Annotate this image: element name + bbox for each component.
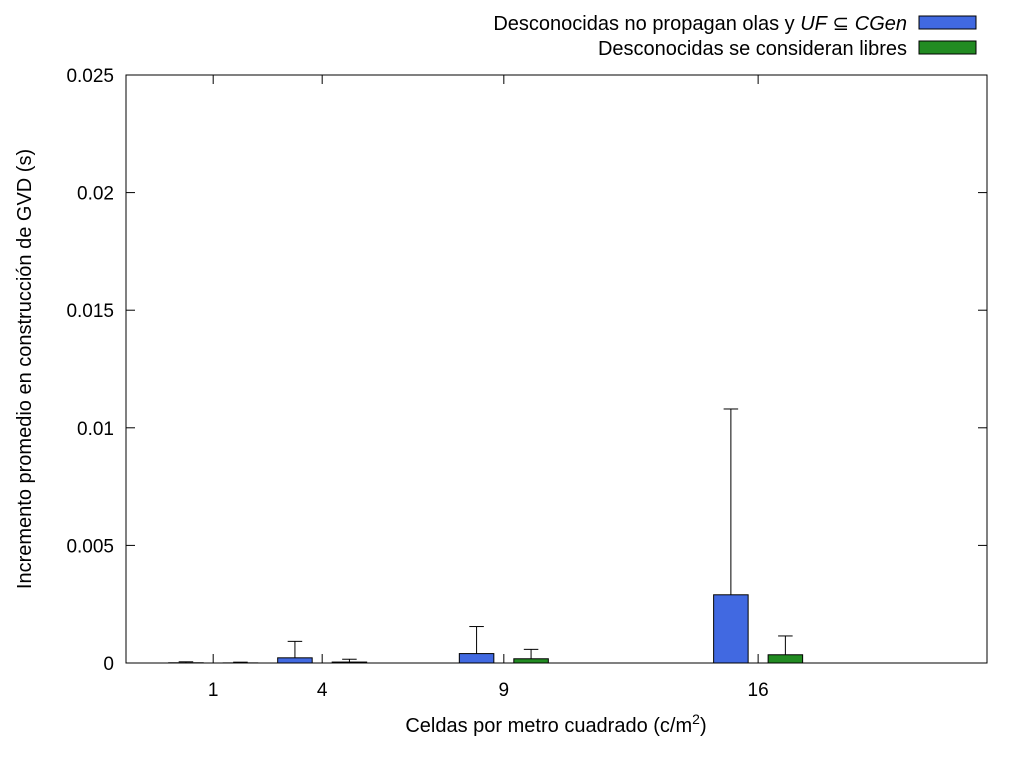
x-tick-label: 4: [317, 680, 328, 701]
y-tick-label: 0.015: [66, 301, 114, 322]
y-tick-label: 0.005: [66, 536, 114, 557]
bar-series-2: [767, 654, 804, 664]
x-tick-label: 16: [748, 680, 769, 701]
plot-frame: [125, 74, 988, 664]
legend-label-series-1: Desconocidas no propagan olas y UF ⊆ CGe…: [493, 13, 907, 35]
y-tick-label: 0.025: [66, 66, 114, 87]
y-tick-label: 0: [103, 654, 114, 675]
y-axis: 0 0.005 0.01 0.015 0.02 0.025: [66, 66, 987, 675]
bar-series-1: [458, 653, 495, 664]
x-tick-label: 9: [499, 680, 510, 701]
y-axis-title: Incremento promedio en construcción de G…: [14, 149, 36, 589]
bar-series-1: [713, 594, 749, 664]
x-axis: 1 4 9 16: [208, 75, 769, 701]
legend-swatch-series-1: [918, 15, 977, 30]
y-tick-label: 0.02: [77, 184, 114, 205]
legend-swatch-series-2: [918, 40, 977, 55]
y-tick-label: 0.01: [77, 419, 114, 440]
x-axis-title: Celdas por metro cuadrado (c/m2): [405, 711, 706, 737]
bars: [168, 408, 804, 664]
bar-series-1: [277, 657, 313, 664]
legend-label-series-2: Desconocidas se consideran libres: [598, 38, 907, 60]
x-tick-label: 1: [208, 680, 219, 701]
bar-series-2: [513, 658, 549, 664]
legend: Desconocidas no propagan olas y UF ⊆ CGe…: [493, 13, 977, 60]
bar-series-2: [331, 661, 368, 664]
